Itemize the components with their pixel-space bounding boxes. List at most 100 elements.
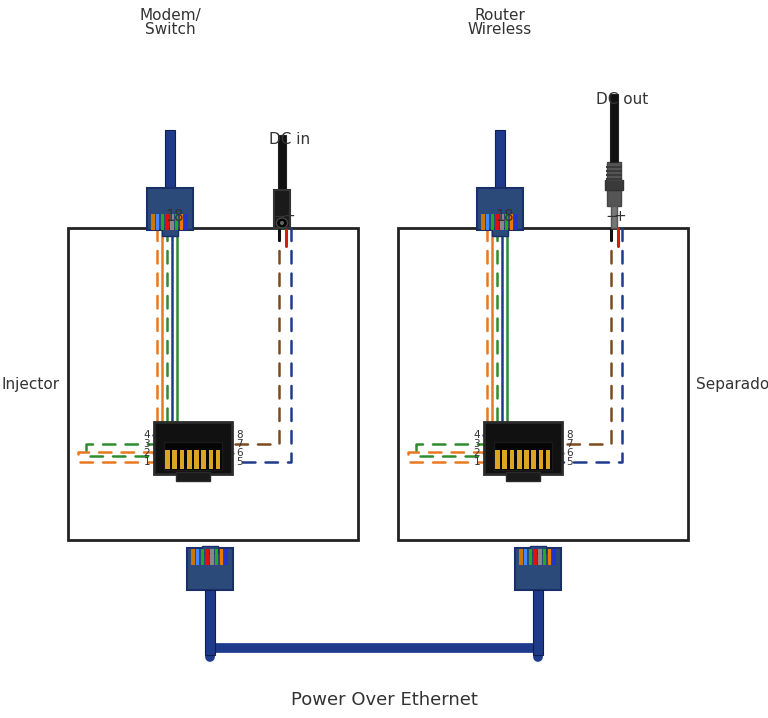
Text: 2: 2 [144, 448, 150, 458]
Text: 3: 3 [144, 439, 150, 449]
Bar [495, 130, 505, 188]
Text: Separador: Separador [696, 378, 768, 393]
Ellipse shape [276, 218, 287, 228]
Text: 1: 1 [165, 209, 175, 224]
Bar [184, 214, 188, 230]
Bar [515, 214, 518, 230]
Bar [610, 94, 618, 162]
Text: +: + [283, 209, 296, 224]
Bar [506, 472, 540, 481]
Text: 8: 8 [504, 209, 514, 224]
Bar [165, 130, 175, 188]
Bar [165, 214, 169, 230]
Bar [502, 450, 507, 469]
Bar [538, 549, 541, 565]
Bar [194, 450, 199, 469]
Bar [162, 228, 178, 236]
Bar [519, 549, 522, 565]
Bar [607, 190, 621, 206]
Text: Router: Router [475, 8, 525, 23]
Bar [202, 546, 218, 553]
Bar [611, 206, 617, 228]
Text: 4: 4 [144, 430, 150, 440]
Bar [156, 214, 159, 230]
Bar [495, 214, 498, 230]
Bar [147, 188, 193, 230]
Text: 7: 7 [236, 439, 243, 449]
Bar [224, 549, 228, 565]
Bar [274, 190, 290, 228]
Text: 6: 6 [566, 448, 573, 458]
Bar [524, 549, 528, 565]
Bar [531, 450, 536, 469]
Bar [546, 450, 551, 469]
Text: Power Over Ethernet: Power Over Ethernet [290, 691, 478, 709]
Text: 3: 3 [473, 439, 480, 449]
Bar [607, 162, 621, 180]
Bar [200, 549, 204, 565]
Bar [517, 450, 521, 469]
Text: 8: 8 [236, 430, 243, 440]
Text: DC out: DC out [596, 93, 648, 108]
Bar [209, 450, 214, 469]
Bar [216, 450, 220, 469]
Bar [510, 450, 515, 469]
Bar [278, 135, 286, 190]
Bar [170, 214, 174, 230]
Text: 5: 5 [236, 457, 243, 467]
Text: 4: 4 [473, 430, 480, 440]
Text: −: − [606, 209, 618, 224]
Bar [191, 549, 194, 565]
Bar [528, 549, 532, 565]
Text: 1: 1 [144, 457, 150, 467]
Text: +: + [614, 209, 627, 224]
Ellipse shape [280, 221, 284, 225]
Bar [543, 549, 546, 565]
Bar [173, 450, 177, 469]
Bar [491, 214, 494, 230]
Bar [481, 214, 485, 230]
Bar [187, 548, 233, 590]
Text: 1: 1 [495, 209, 505, 224]
Bar [68, 228, 358, 540]
Bar [210, 549, 214, 565]
Bar [515, 548, 561, 590]
Text: Modem/: Modem/ [139, 8, 201, 23]
Bar [176, 472, 210, 481]
Bar [175, 214, 178, 230]
Bar [494, 442, 552, 470]
Bar [492, 228, 508, 236]
Bar [605, 180, 623, 190]
Bar [606, 166, 622, 168]
Bar [606, 174, 622, 176]
Bar [215, 549, 218, 565]
Bar [530, 546, 546, 553]
Text: Injector: Injector [2, 378, 60, 393]
Bar [205, 549, 209, 565]
Bar [398, 228, 688, 540]
Text: 8: 8 [566, 430, 573, 440]
Bar [500, 214, 504, 230]
Bar [180, 450, 184, 469]
Bar [505, 214, 508, 230]
Bar [154, 422, 232, 474]
Bar [164, 442, 222, 470]
Bar [538, 450, 543, 469]
Bar [165, 450, 170, 469]
Bar [201, 450, 206, 469]
Bar [220, 549, 223, 565]
Bar [533, 590, 543, 655]
Bar [485, 214, 489, 230]
Bar [161, 214, 164, 230]
Text: 8: 8 [174, 209, 184, 224]
Text: 2: 2 [473, 448, 480, 458]
Bar [151, 214, 154, 230]
Bar [533, 549, 537, 565]
Bar [477, 188, 523, 230]
Bar [205, 590, 215, 655]
Bar [606, 170, 622, 172]
Bar [180, 214, 183, 230]
Text: 6: 6 [236, 448, 243, 458]
Bar [524, 450, 529, 469]
Bar [548, 549, 551, 565]
